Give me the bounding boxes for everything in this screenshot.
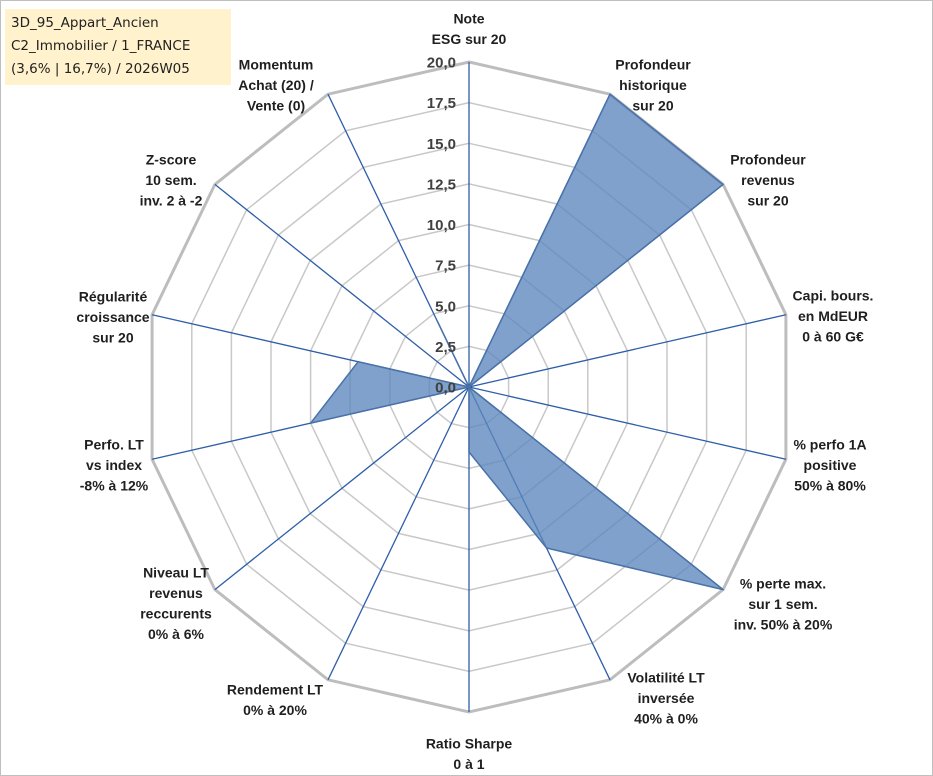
- spoke-9: [214, 386, 470, 591]
- axis-label-2-line-1: revenus: [741, 172, 795, 188]
- axis-label-7-line-0: Ratio Sharpe: [426, 735, 513, 751]
- tick-label-3: 7,5: [435, 258, 456, 275]
- axis-label-8: Rendement LT 0% à 20%: [227, 681, 324, 718]
- axis-label-1-line-1: historique: [619, 77, 687, 93]
- axis-label-1-line-0: Profondeur: [615, 56, 691, 72]
- axis-label-12-line-0: Z-score: [146, 151, 197, 167]
- axis-label-13: Momentum Achat (20) / Vente (0): [238, 56, 314, 113]
- spoke-12: [214, 183, 470, 388]
- axis-label-5-line-1: sur 1 sem.: [748, 596, 817, 612]
- axis-label-1-line-2: sur 20: [632, 97, 673, 113]
- axis-label-13-line-2: Vente (0): [247, 97, 305, 113]
- tick-label-5: 12,5: [427, 176, 456, 193]
- axis-label-5-line-2: inv. 50% à 20%: [734, 616, 833, 632]
- tick-label-6: 15,0: [427, 136, 456, 153]
- axis-label-2-line-0: Profondeur: [730, 151, 806, 167]
- info-line-2: C2_Immobilier / 1_FRANCE: [11, 38, 191, 54]
- axis-label-0-line-1: ESG sur 20: [432, 31, 507, 47]
- axis-label-5: % perte max. sur 1 sem. inv. 50% à 20%: [734, 575, 833, 632]
- tick-label-0: 0,0: [435, 380, 456, 397]
- axis-label-6: Volatilité LT inversée 40% à 0%: [627, 669, 705, 726]
- axis-label-9-line-1: revenus: [149, 585, 203, 601]
- axis-label-6-line-0: Volatilité LT: [627, 669, 705, 685]
- axis-label-2: Profondeur revenus sur 20: [730, 151, 806, 208]
- axis-label-9-line-3: 0% à 6%: [148, 626, 205, 642]
- axis-label-13-line-1: Achat (20) /: [238, 77, 314, 93]
- axis-label-7-line-1: 0 à 1: [453, 756, 484, 772]
- axis-label-12: Z-score 10 sem. inv. 2 à -2: [140, 151, 203, 208]
- radar-tick-labels: 0,0 2,5 5,0 7,5 10,0 12,5 15,0 17,5 20,0: [427, 55, 456, 397]
- tick-label-8: 20,0: [427, 55, 456, 72]
- tick-label-2: 5,0: [435, 298, 456, 315]
- axis-label-3-line-2: 0 à 60 G€: [802, 328, 864, 344]
- axis-label-10-line-2: -8% à 12%: [80, 477, 149, 493]
- axis-label-3-line-0: Capi. bours.: [793, 287, 874, 303]
- axis-label-0: Note ESG sur 20: [432, 10, 507, 47]
- axis-label-9: Niveau LT revenus reccurents 0% à 6%: [140, 564, 212, 642]
- axis-label-4-line-1: positive: [804, 457, 857, 473]
- axis-label-10-line-1: vs index: [86, 457, 142, 473]
- axis-label-1: Profondeur historique sur 20: [615, 56, 691, 113]
- axis-label-12-line-2: inv. 2 à -2: [140, 192, 203, 208]
- axis-label-2-line-2: sur 20: [747, 192, 788, 208]
- axis-label-11: Régularité croissance sur 20: [76, 288, 149, 345]
- spoke-8: [327, 386, 470, 681]
- series-area: [309, 93, 724, 591]
- axis-label-11-line-2: sur 20: [92, 329, 133, 345]
- axis-label-5-line-0: % perte max.: [740, 575, 826, 591]
- axis-label-3-line-1: en MdEUR: [798, 308, 868, 324]
- tick-label-7: 17,5: [427, 95, 456, 112]
- axis-label-0-line-0: Note: [453, 10, 484, 26]
- radar-axis-labels: Note ESG sur 20 Profondeur historique sur 20…: [76, 10, 873, 772]
- axis-label-3: Capi. bours. en MdEUR 0 à 60 G€: [793, 287, 874, 344]
- axis-label-4-line-0: % perfo 1A: [793, 436, 866, 452]
- axis-label-7: Ratio Sharpe 0 à 1: [426, 735, 513, 772]
- info-line-1: 3D_95_Appart_Ancien: [11, 15, 159, 31]
- axis-label-8-line-1: 0% à 20%: [243, 702, 307, 718]
- axis-label-4: % perfo 1A positive 50% à 80%: [793, 436, 866, 493]
- spoke-4: [468, 386, 787, 460]
- axis-label-10-line-0: Perfo. LT: [84, 436, 144, 452]
- axis-label-10: Perfo. LT vs index -8% à 12%: [80, 436, 149, 493]
- info-line-3: (3,6% | 16,7%) / 2026W05: [11, 61, 190, 77]
- axis-label-11-line-1: croissance: [76, 309, 149, 325]
- info-box: 3D_95_Appart_Ancien C2_Immobilier / 1_FR…: [5, 9, 231, 85]
- axis-label-9-line-2: reccurents: [140, 605, 212, 621]
- axis-label-6-line-2: 40% à 0%: [634, 710, 698, 726]
- axis-label-4-line-2: 50% à 80%: [794, 477, 866, 493]
- spoke-3: [468, 314, 787, 388]
- tick-label-4: 10,0: [427, 217, 456, 234]
- axis-label-13-line-0: Momentum: [239, 56, 314, 72]
- axis-label-11-line-0: Régularité: [79, 288, 148, 304]
- tick-label-1: 2,5: [435, 339, 456, 356]
- axis-label-12-line-1: 10 sem.: [145, 172, 196, 188]
- axis-label-6-line-1: inversée: [638, 690, 695, 706]
- axis-label-9-line-0: Niveau LT: [143, 564, 209, 580]
- radar-series: [309, 93, 724, 591]
- axis-label-8-line-0: Rendement LT: [227, 681, 324, 697]
